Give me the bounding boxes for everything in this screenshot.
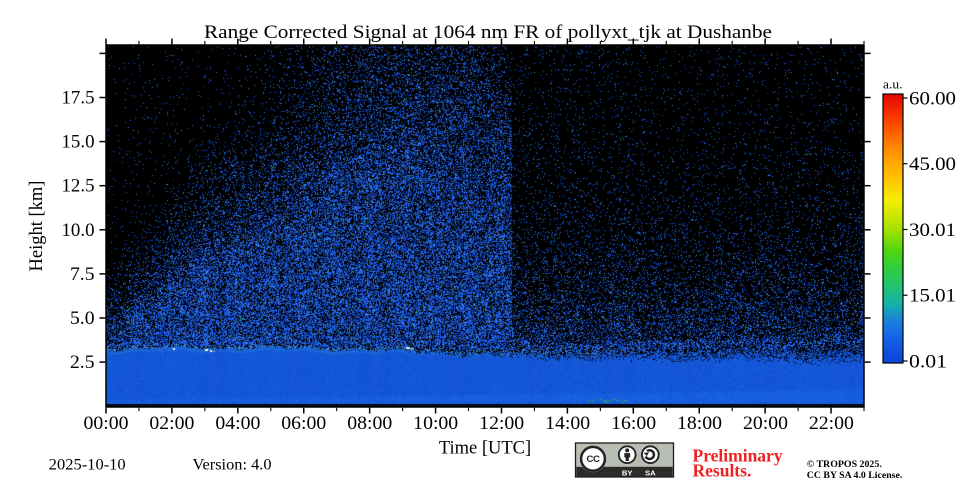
svg-text:2025-10-10: 2025-10-10 — [49, 457, 126, 474]
svg-text:Height [km]: Height [km] — [27, 181, 47, 272]
svg-text:Version: 4.0: Version: 4.0 — [193, 457, 272, 474]
svg-text:12:00: 12:00 — [479, 413, 524, 434]
svg-text:18:00: 18:00 — [677, 413, 722, 434]
svg-text:SA: SA — [645, 469, 656, 478]
svg-text:10.0: 10.0 — [62, 220, 95, 241]
svg-text:02:00: 02:00 — [149, 413, 194, 434]
svg-text:16:00: 16:00 — [611, 413, 656, 434]
svg-text:04:00: 04:00 — [215, 413, 260, 434]
svg-text:Range Corrected Signal at 1064: Range Corrected Signal at 1064 nm FR of … — [204, 22, 772, 43]
svg-text:14:00: 14:00 — [545, 413, 590, 434]
svg-text:20:00: 20:00 — [743, 413, 788, 434]
svg-text:10:00: 10:00 — [413, 413, 458, 434]
svg-text:12.5: 12.5 — [62, 176, 95, 197]
svg-text:Time [UTC]: Time [UTC] — [439, 438, 531, 458]
svg-text:15.01: 15.01 — [909, 287, 956, 307]
svg-text:17.5: 17.5 — [62, 88, 95, 109]
svg-text:BY: BY — [622, 469, 633, 478]
svg-text:0.01: 0.01 — [909, 353, 947, 373]
svg-text:60.00: 60.00 — [909, 90, 956, 110]
svg-text:08:00: 08:00 — [347, 413, 392, 434]
svg-text:06:00: 06:00 — [281, 413, 326, 434]
svg-text:00:00: 00:00 — [84, 413, 129, 434]
svg-text:a.u.: a.u. — [883, 78, 903, 92]
svg-text:CC: CC — [586, 454, 600, 465]
svg-text:© TROPOS 2025.: © TROPOS 2025. — [807, 459, 882, 470]
svg-text:Results.: Results. — [693, 461, 752, 480]
svg-text:7.5: 7.5 — [70, 264, 95, 285]
svg-text:30.01: 30.01 — [909, 221, 956, 241]
svg-text:15.0: 15.0 — [62, 132, 95, 153]
svg-text:2.5: 2.5 — [70, 352, 95, 373]
svg-text:5.0: 5.0 — [70, 308, 95, 329]
svg-text:22:00: 22:00 — [809, 413, 854, 434]
svg-text:Preliminary: Preliminary — [693, 446, 783, 466]
svg-text:CC BY SA 4.0 License.: CC BY SA 4.0 License. — [807, 471, 903, 480]
svg-text:45.00: 45.00 — [909, 155, 956, 175]
